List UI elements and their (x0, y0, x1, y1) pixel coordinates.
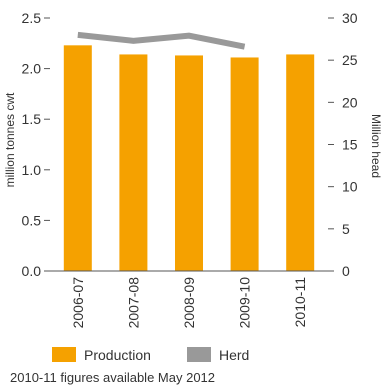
left-tick-label: 2.0 (22, 61, 42, 77)
left-tick-label: 2.5 (22, 10, 42, 26)
right-tick-label: 15 (342, 137, 358, 153)
x-tick-label: 2009-10 (237, 277, 253, 329)
right-tick-label: 20 (342, 94, 358, 110)
right-tick-label: 30 (342, 10, 358, 26)
bar-2006-07 (63, 45, 92, 271)
legend-swatch-production (52, 347, 76, 362)
legend-label-production: Production (84, 347, 151, 363)
right-tick-label: 5 (342, 221, 350, 237)
x-tick-label: 2008-09 (181, 277, 197, 329)
herd-line (77, 31, 246, 50)
left-tick-label: 1.5 (22, 111, 42, 127)
legend-swatch-herd (187, 347, 211, 362)
bar-2010-11 (286, 54, 315, 271)
legend-label-herd: Herd (219, 347, 249, 363)
right-tick-label: 25 (342, 52, 358, 68)
bar-2009-10 (230, 57, 259, 271)
y-right-axis-title: Million head (369, 114, 383, 178)
x-tick-label: 2010-11 (292, 277, 308, 328)
left-tick-label: 1.0 (22, 162, 42, 178)
x-tick-label: 2007-08 (125, 277, 141, 329)
right-tick-label: 0 (342, 263, 350, 279)
bar-2008-09 (175, 55, 203, 271)
right-tick-label: 10 (342, 179, 358, 195)
y-left-axis-title: million tonnes cwt (3, 92, 17, 187)
left-tick-label: 0.0 (22, 263, 42, 279)
bar-2007-08 (119, 54, 148, 271)
footnote: 2010-11 figures available May 2012 (10, 370, 216, 385)
left-tick-label: 0.5 (22, 212, 42, 228)
x-tick-label: 2006-07 (70, 277, 86, 329)
